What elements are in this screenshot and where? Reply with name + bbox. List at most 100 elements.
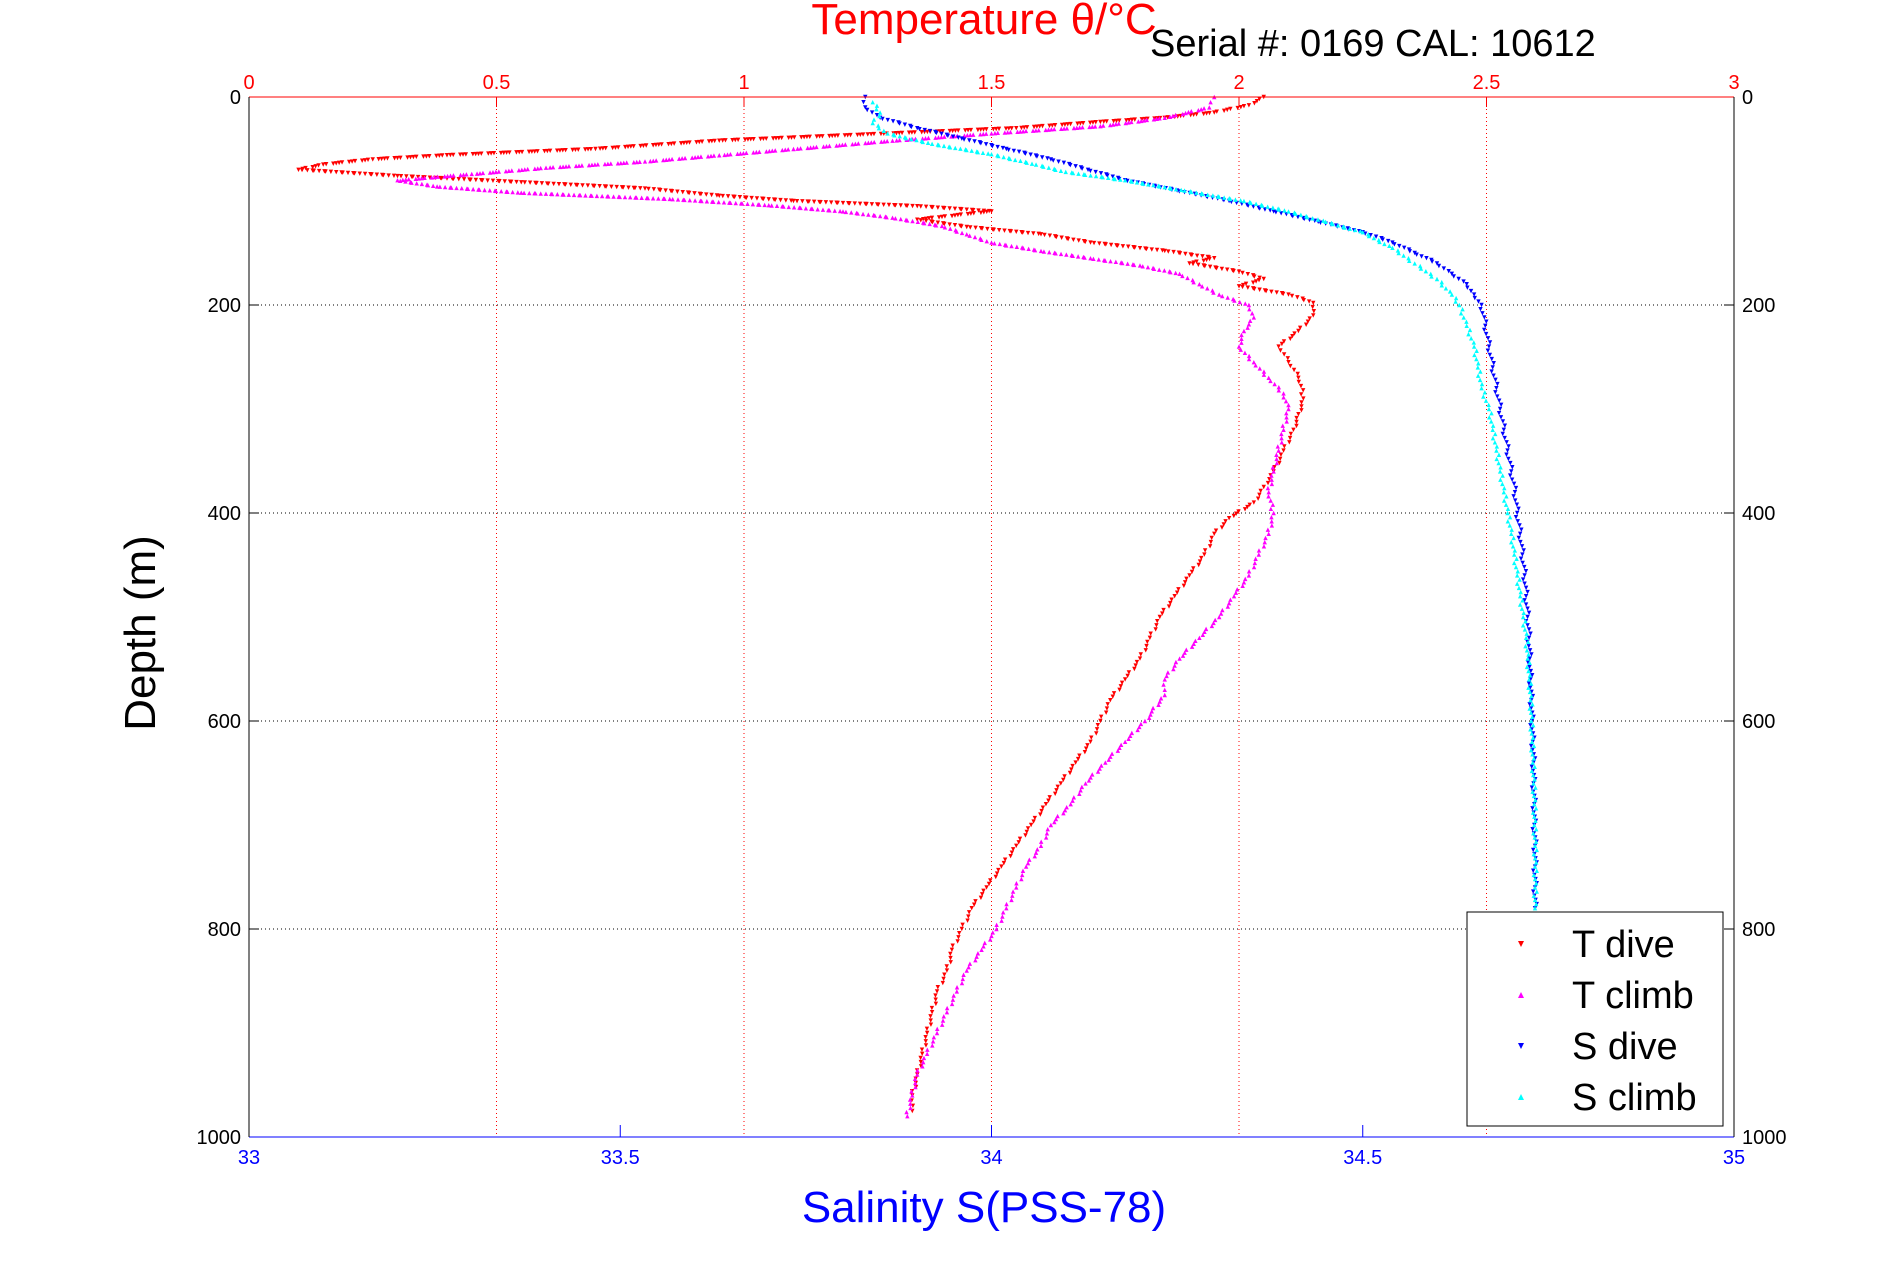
data-point [435, 174, 440, 179]
data-point [678, 141, 684, 146]
data-point [1487, 415, 1492, 420]
data-point [1519, 606, 1525, 611]
data-point [1168, 186, 1174, 191]
data-point [1088, 173, 1093, 178]
data-point [506, 168, 512, 174]
data-point [958, 146, 963, 151]
data-point [667, 196, 672, 202]
data-point [669, 189, 675, 194]
data-point [936, 142, 942, 148]
data-point [1001, 860, 1007, 866]
data-point [1533, 797, 1538, 803]
data-point [1010, 889, 1016, 894]
data-point [1062, 774, 1067, 779]
data-point [617, 194, 622, 200]
data-point [1268, 498, 1273, 503]
data-point [944, 1010, 950, 1015]
data-point [1197, 282, 1202, 287]
data-point [1270, 502, 1276, 507]
data-point [1207, 105, 1212, 110]
data-point [1007, 156, 1013, 162]
data-point [952, 222, 958, 228]
data-point [1089, 735, 1094, 740]
data-point [1512, 552, 1517, 557]
data-point [1085, 167, 1091, 172]
data-point [978, 895, 984, 900]
data-point [1347, 226, 1352, 231]
data-point [924, 1030, 930, 1036]
data-point [721, 200, 727, 205]
data-point [1257, 492, 1262, 497]
data-point [1208, 539, 1214, 545]
data-point [502, 179, 507, 184]
data-point [414, 181, 419, 186]
data-point [1509, 477, 1515, 482]
data-point [376, 156, 381, 162]
data-point [1428, 271, 1433, 276]
data-point [1200, 191, 1205, 197]
grid-lines [249, 97, 1734, 1137]
data-point [750, 201, 756, 207]
data-point [1191, 279, 1196, 285]
data-point [1076, 171, 1081, 176]
data-point [933, 997, 938, 1002]
data-point [1261, 372, 1267, 377]
data-point [950, 134, 956, 139]
data-point [1151, 117, 1157, 122]
data-point [1534, 901, 1539, 907]
data-point [666, 157, 672, 162]
data-point [948, 951, 953, 957]
data-point [419, 175, 424, 181]
data-point [964, 207, 969, 212]
data-point [589, 162, 595, 168]
data-point [686, 190, 692, 196]
data-point [563, 164, 569, 169]
data-point [634, 195, 639, 200]
data-point [1090, 772, 1095, 777]
data-point [1406, 256, 1411, 261]
data-point [563, 182, 568, 187]
data-point [1298, 212, 1304, 218]
data-point [1071, 795, 1077, 800]
data-point [973, 958, 978, 963]
data-point [1519, 527, 1524, 532]
data-point [1053, 816, 1059, 822]
data-point [1142, 718, 1148, 724]
data-point [415, 174, 421, 180]
data-point [1148, 712, 1153, 717]
data-point [1082, 255, 1087, 260]
data-point [1125, 261, 1130, 266]
data-point [1184, 647, 1189, 652]
data-point [1225, 604, 1231, 609]
data-point [1498, 477, 1503, 482]
data-point [646, 186, 651, 192]
data-point [1209, 623, 1215, 629]
data-point [432, 174, 437, 180]
data-point [1486, 344, 1492, 349]
data-point [620, 185, 626, 190]
data-point [1261, 484, 1266, 490]
data-point [1471, 344, 1477, 349]
data-point [1061, 810, 1066, 816]
data-point [679, 156, 685, 161]
data-point [1486, 402, 1491, 408]
data-point [1371, 235, 1377, 241]
data-point [749, 195, 754, 201]
data-point [1523, 585, 1529, 591]
data-point [405, 155, 410, 160]
data-point [1525, 606, 1530, 611]
data-point [1514, 510, 1520, 516]
data-point [1061, 160, 1067, 166]
data-point [773, 148, 778, 153]
data-point [1218, 611, 1224, 616]
data-point [1267, 477, 1272, 482]
data-point [1124, 118, 1129, 123]
data-point [1256, 278, 1262, 283]
data-point [1108, 698, 1113, 703]
data-point [1201, 106, 1207, 111]
data-point [1045, 826, 1050, 832]
data-point [1520, 560, 1525, 566]
data-point [547, 165, 553, 170]
data-point [1533, 839, 1539, 844]
